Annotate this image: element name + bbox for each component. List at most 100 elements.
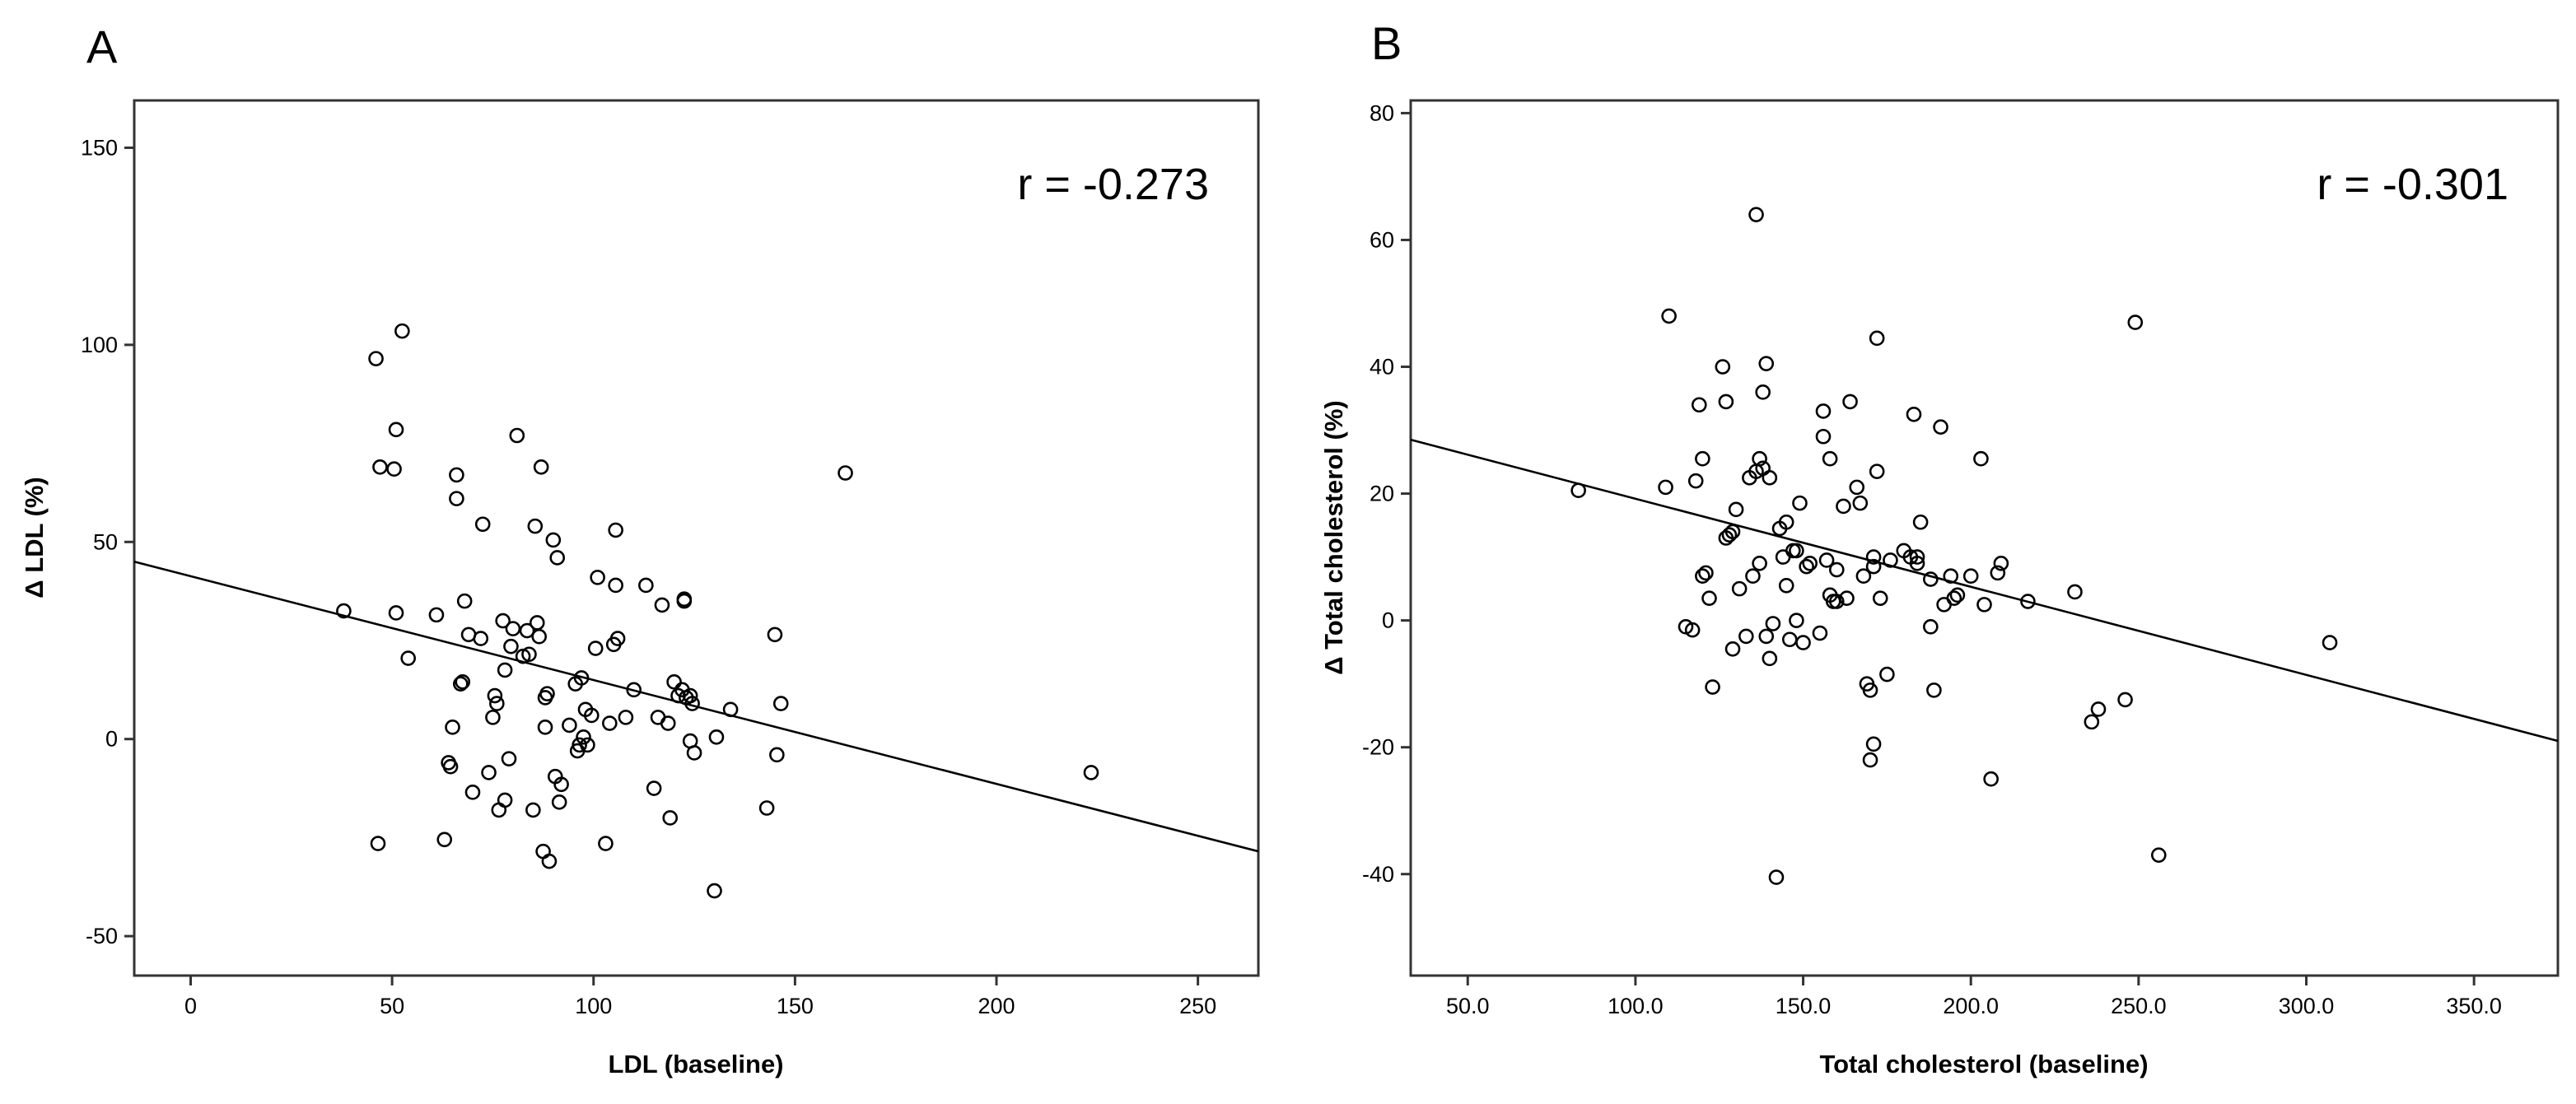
- data-point: [1815, 428, 1832, 445]
- data-point: [1083, 765, 1099, 780]
- data-point: [1752, 556, 1767, 571]
- panel-b: B -40 -20 0 20 40 60 80 50.0 100.0 150.0 200.0 250…: [1319, 17, 2560, 1078]
- data-point: [1839, 590, 1855, 606]
- data-point: [654, 597, 670, 613]
- data-point: [445, 720, 460, 735]
- data-point: [1822, 450, 1838, 467]
- panel-a: A -50 0 50 100 150 0 50 100 150 200 250 r = -0.27…: [20, 21, 1260, 1078]
- x-tick-label: 100.0: [1608, 994, 1664, 1018]
- data-point: [708, 729, 725, 745]
- data-point: [1949, 587, 1966, 603]
- data-point: [838, 465, 853, 481]
- data-point: [1789, 613, 1804, 628]
- data-point: [602, 715, 618, 731]
- data-point: [1701, 590, 1717, 606]
- y-tick-label: 50: [93, 529, 118, 554]
- panel-b-y-axis: -40 -20 0 20 40 60 80: [1362, 100, 1411, 887]
- data-point: [1762, 470, 1778, 486]
- y-tick-label: 60: [1370, 227, 1394, 252]
- data-point: [525, 802, 541, 818]
- data-point: [428, 607, 445, 623]
- data-point: [1855, 568, 1872, 585]
- y-tick-label: -50: [86, 924, 118, 948]
- data-point: [580, 737, 595, 753]
- data-point: [1909, 549, 1925, 565]
- data-point: [1778, 514, 1794, 530]
- data-point: [608, 577, 623, 594]
- data-point: [473, 631, 489, 646]
- data-point: [1765, 616, 1781, 631]
- data-point: [336, 603, 352, 619]
- data-point: [372, 459, 388, 475]
- data-point: [1762, 650, 1778, 667]
- data-point: [533, 459, 549, 475]
- data-point: [1946, 590, 1962, 606]
- data-point: [1738, 628, 1754, 645]
- panel-b-x-axis-title: Total cholesterol (baseline): [1819, 1050, 2148, 1078]
- data-point: [1745, 568, 1761, 585]
- data-point: [1718, 394, 1734, 410]
- panel-b-label: B: [1371, 17, 1402, 69]
- data-point: [2090, 701, 2107, 717]
- y-tick-label: 0: [1382, 608, 1394, 633]
- data-point: [553, 776, 569, 793]
- data-point: [1705, 679, 1720, 695]
- data-point: [1993, 556, 2009, 571]
- data-point: [2020, 594, 2036, 609]
- data-point: [370, 836, 386, 851]
- data-point: [1768, 869, 1785, 885]
- data-point: [1695, 450, 1710, 467]
- data-point: [769, 747, 785, 763]
- x-tick-label: 200: [978, 994, 1015, 1018]
- data-point: [1721, 527, 1738, 543]
- data-point: [485, 710, 501, 725]
- data-point: [1792, 495, 1808, 511]
- data-point: [562, 717, 577, 734]
- data-point: [1923, 619, 1939, 635]
- data-point: [541, 853, 558, 869]
- x-tick-label: 200.0: [1943, 994, 1999, 1018]
- x-tick-label: 250.0: [2111, 994, 2167, 1018]
- data-point: [660, 715, 676, 731]
- data-point: [573, 670, 590, 686]
- data-point: [531, 628, 547, 645]
- data-point: [2151, 847, 2167, 863]
- panel-a-x-axis: 0 50 100 150 200 250: [184, 976, 1216, 1018]
- data-point: [2117, 692, 2133, 708]
- data-point: [551, 794, 567, 810]
- y-tick-label: 100: [81, 333, 118, 357]
- panel-a-r-annotation: r = -0.273: [1017, 160, 1209, 209]
- data-point: [386, 461, 402, 477]
- panel-a-y-axis-title: Δ LDL (%): [20, 477, 49, 598]
- y-tick-label: -40: [1362, 862, 1394, 887]
- data-point: [1872, 590, 1888, 606]
- panel-b-plot-area: [1409, 99, 2560, 977]
- data-point: [474, 516, 491, 533]
- data-point: [1799, 558, 1814, 575]
- data-point: [1849, 479, 1865, 496]
- panel-b-x-axis: 50.0 100.0 150.0 200.0 250.0 300.0 350.0: [1446, 976, 2502, 1018]
- data-point: [1715, 359, 1731, 375]
- data-point: [1724, 524, 1741, 540]
- data-point: [767, 627, 783, 643]
- data-point: [662, 810, 678, 826]
- data-point: [1933, 419, 1948, 435]
- data-point: [686, 745, 702, 761]
- data-point: [549, 550, 566, 566]
- panel-b-points: [1570, 207, 2338, 885]
- data-point: [1865, 558, 1882, 575]
- data-point: [505, 621, 521, 636]
- data-point: [495, 613, 511, 629]
- data-point: [1731, 580, 1748, 597]
- data-point: [707, 883, 722, 899]
- data-point: [400, 650, 416, 666]
- data-point: [684, 696, 700, 711]
- data-point: [1752, 450, 1767, 467]
- data-point: [497, 662, 513, 678]
- data-point: [1865, 736, 1882, 752]
- data-point: [1658, 479, 1673, 496]
- data-point: [455, 673, 471, 690]
- panel-a-y-axis: -50 0 50 100 150: [81, 135, 134, 948]
- x-tick-label: 100: [575, 994, 612, 1018]
